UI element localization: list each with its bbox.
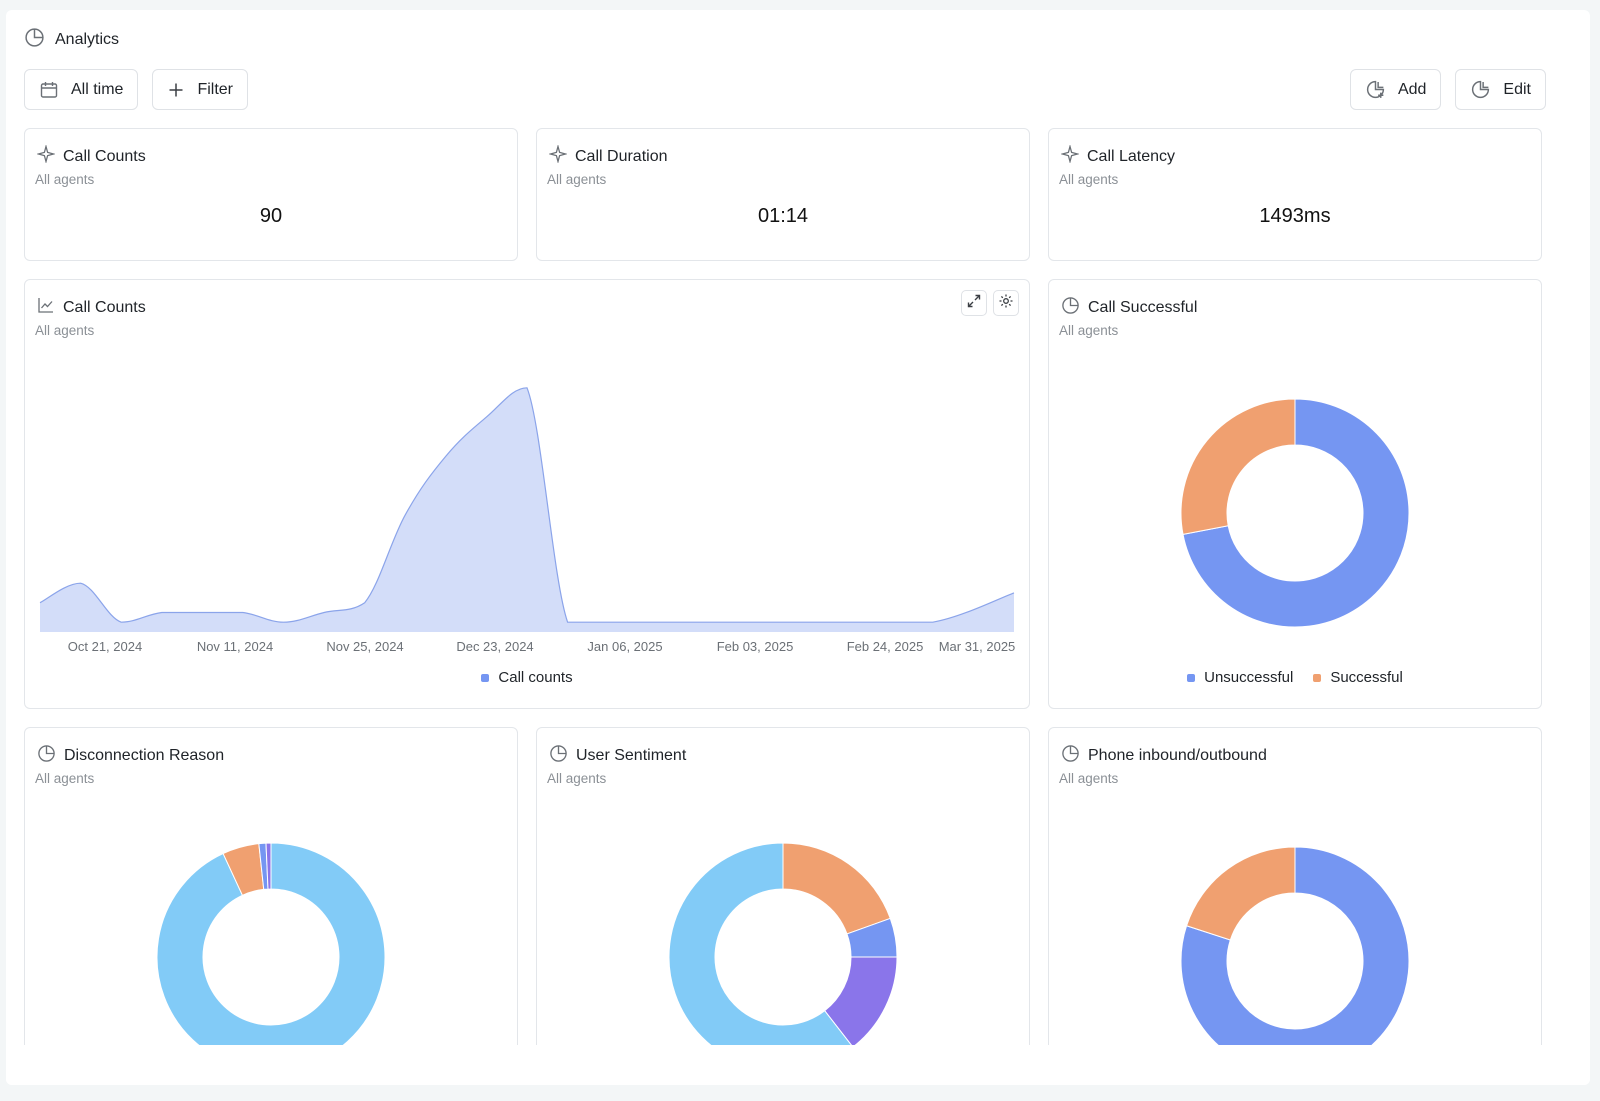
all-time-label: All time <box>71 80 124 98</box>
gear-icon <box>998 293 1014 314</box>
x-tick-label: Jan 06, 2025 <box>587 639 662 654</box>
pie-chart-icon <box>1061 744 1080 768</box>
toolbar: All time Filter Add <box>24 69 1546 110</box>
chart-title: User Sentiment <box>576 747 687 764</box>
legend-item: Successful <box>1313 669 1403 686</box>
donut-slice[interactable] <box>265 842 272 890</box>
x-tick-label: Mar 31, 2025 <box>939 639 1016 654</box>
user-sentiment-card: User Sentiment All agents <box>536 727 1030 1085</box>
add-button[interactable]: Add <box>1349 69 1442 110</box>
chart-legend: Call counts <box>25 669 1029 686</box>
sparkle-icon <box>36 144 56 168</box>
metric-title: Call Latency <box>1087 147 1176 165</box>
donut-slice[interactable] <box>1180 398 1296 535</box>
metric-value: 1493ms <box>1259 205 1331 227</box>
plus-icon <box>167 81 185 99</box>
page-header: Analytics <box>24 28 119 52</box>
metric-value: 90 <box>259 205 283 227</box>
metric-subtitle: All agents <box>547 172 607 187</box>
expand-button[interactable] <box>961 290 987 316</box>
user-sentiment-donut <box>668 842 898 1072</box>
metric-subtitle: All agents <box>1059 172 1119 187</box>
expand-icon <box>966 293 982 314</box>
phone-inbound-outbound-donut <box>1180 846 1410 1076</box>
x-tick-label: Feb 24, 2025 <box>847 639 924 654</box>
add-chart-icon <box>1365 79 1386 100</box>
all-time-button[interactable]: All time <box>24 69 139 110</box>
call-counts-chart-card: Call Counts All agents Oct 21, 2024 Nov 1… <box>24 279 1030 709</box>
chart-title: Call Counts <box>63 298 146 316</box>
metric-subtitle: All agents <box>35 172 95 187</box>
x-tick-label: Nov 25, 2024 <box>326 639 403 654</box>
metric-card-call-latency: Call Latency All agents 1493ms <box>1048 128 1542 261</box>
pie-chart-icon <box>1061 296 1080 320</box>
line-chart-icon <box>37 296 55 319</box>
disconnection-reason-donut <box>156 842 386 1072</box>
filter-button[interactable]: Filter <box>152 69 249 110</box>
calendar-icon <box>39 80 59 100</box>
legend-item: Unsuccessful <box>1187 669 1293 686</box>
page-title: Analytics <box>55 31 120 48</box>
donut-slice[interactable] <box>1180 846 1410 1076</box>
pie-chart-icon <box>549 744 568 768</box>
chart-subtitle: All agents <box>547 771 607 786</box>
edit-button[interactable]: Edit <box>1455 69 1546 110</box>
chart-title: Call Successful <box>1088 299 1198 316</box>
x-tick-label: Oct 21, 2024 <box>68 639 142 654</box>
donut-slice[interactable] <box>1182 398 1410 628</box>
add-label: Add <box>1397 80 1427 98</box>
call-successful-card: Call Successful All agents Unsuccessful … <box>1048 279 1542 709</box>
chart-subtitle: All agents <box>1059 323 1119 338</box>
area-fill <box>40 387 1014 632</box>
legend-item: Call counts <box>481 669 573 686</box>
chart-subtitle: All agents <box>35 323 95 338</box>
area-line <box>39 387 1015 623</box>
x-tick-label: Nov 11, 2024 <box>197 639 273 654</box>
metric-title: Call Counts <box>63 147 146 165</box>
donut-slice[interactable] <box>782 842 891 935</box>
pie-chart-icon <box>37 744 56 768</box>
disconnection-reason-card: Disconnection Reason All agents <box>24 727 518 1085</box>
call-successful-donut <box>1180 398 1410 628</box>
sparkle-icon <box>548 144 568 168</box>
legend-swatch <box>1187 673 1196 682</box>
chart-title: Phone inbound/outbound <box>1088 747 1267 764</box>
chart-title: Disconnection Reason <box>64 747 225 764</box>
legend-label: Call counts <box>498 669 573 686</box>
chart-legend: Unsuccessful Successful <box>1049 669 1541 686</box>
x-tick-label: Dec 23, 2024 <box>456 639 533 654</box>
analytics-page: Analytics All time Filter <box>6 10 1590 1085</box>
legend-label: Unsuccessful <box>1204 669 1294 686</box>
settings-button[interactable] <box>993 290 1019 316</box>
donut-slice[interactable] <box>156 842 386 1072</box>
frame-bottom-edge <box>6 1045 1590 1085</box>
legend-swatch <box>1313 673 1322 682</box>
chart-subtitle: All agents <box>1059 771 1119 786</box>
legend-label: Successful <box>1330 669 1403 686</box>
edit-chart-icon <box>1470 79 1491 100</box>
x-tick-label: Feb 03, 2025 <box>717 639 794 654</box>
metric-value: 01:14 <box>757 205 809 227</box>
pie-chart-icon <box>24 27 45 53</box>
edit-label: Edit <box>1503 80 1531 98</box>
metric-title: Call Duration <box>575 147 668 165</box>
phone-inbound-outbound-card: Phone inbound/outbound All agents <box>1048 727 1542 1085</box>
sparkle-icon <box>1060 144 1080 168</box>
donut-slice[interactable] <box>1185 846 1296 941</box>
filter-label: Filter <box>197 80 234 98</box>
legend-swatch <box>481 673 490 682</box>
chart-subtitle: All agents <box>35 771 95 786</box>
call-counts-area-chart: Oct 21, 2024 Nov 11, 2024 Nov 25, 2024 Dec … <box>39 387 1016 654</box>
metric-card-call-counts: Call Counts All agents 90 <box>24 128 518 261</box>
metric-card-call-duration: Call Duration All agents 01:14 <box>536 128 1030 261</box>
